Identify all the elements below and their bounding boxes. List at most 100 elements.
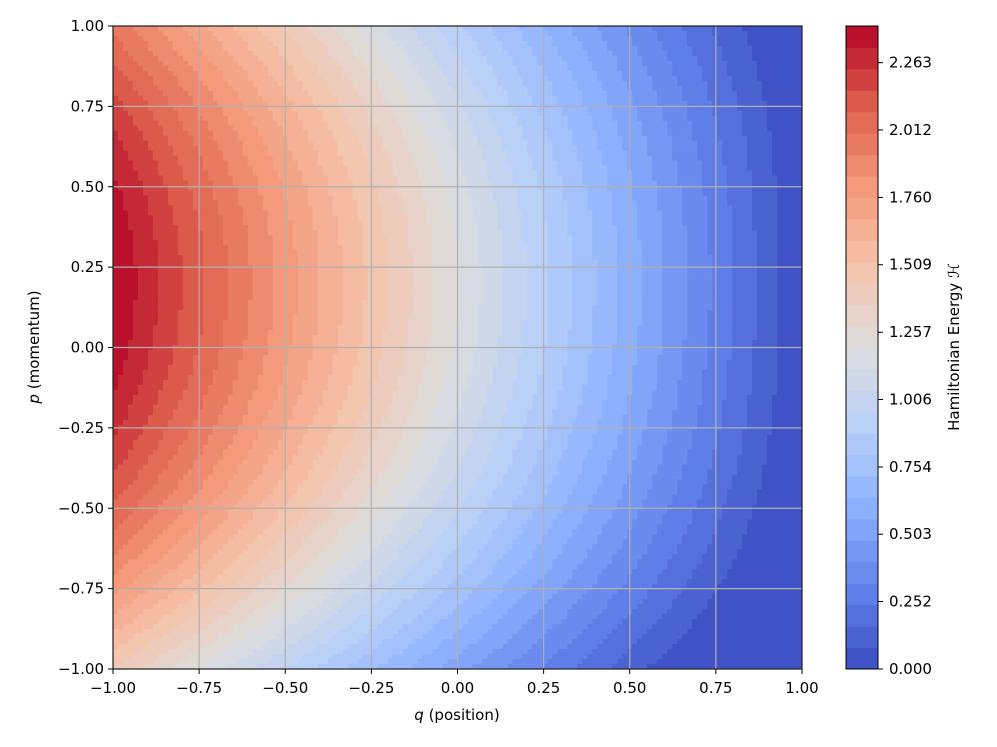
contour-cell [512, 100, 519, 107]
contour-cell [567, 100, 573, 107]
contour-cell [737, 110, 743, 117]
contour-cell [757, 125, 763, 132]
contour-cell [322, 125, 329, 132]
contour-cell [597, 70, 603, 77]
contour-cell [267, 125, 274, 132]
contour-cell [477, 120, 484, 127]
contour-cell [757, 35, 763, 42]
contour-cell [697, 185, 703, 192]
contour-cell [717, 125, 723, 132]
contour-cell [447, 60, 454, 67]
contour-cell [692, 155, 698, 162]
contour-cell [182, 155, 189, 162]
contour-cell [727, 130, 733, 137]
contour-cell [347, 115, 354, 122]
contour-cell [437, 60, 444, 67]
contour-cell [357, 50, 364, 57]
contour-cell [457, 185, 464, 192]
contour-cell [582, 110, 588, 117]
contour-cell [182, 55, 189, 62]
contour-cell [412, 55, 419, 62]
contour-cell [162, 125, 169, 132]
contour-cell [162, 105, 169, 112]
contour-cell [562, 115, 568, 122]
contour-cell [337, 170, 344, 177]
contour-cell [562, 40, 568, 47]
contour-cell [292, 35, 299, 42]
contour-cell [492, 95, 499, 102]
contour-cell [262, 160, 269, 167]
contour-cell [127, 120, 134, 127]
contour-cell [237, 145, 244, 152]
contour-cell [327, 65, 334, 72]
contour-cell [142, 155, 149, 162]
contour-cell [577, 90, 583, 97]
contour-cell [197, 60, 204, 67]
contour-cell [262, 35, 269, 42]
contour-cell [207, 175, 214, 182]
contour-cell [392, 135, 399, 142]
contour-cell [407, 150, 414, 157]
contour-cell [772, 165, 778, 172]
contour-cell [602, 130, 608, 137]
contour-cell [632, 145, 638, 152]
contour-cell [602, 180, 608, 187]
contour-cell [157, 85, 164, 92]
contour-cell [472, 120, 479, 127]
contour-cell [297, 185, 304, 192]
contour-cell [577, 95, 583, 102]
contour-cell [452, 50, 459, 57]
contour-cell [172, 95, 179, 102]
contour-cell [407, 50, 414, 57]
contour-cell [682, 90, 688, 97]
contour-cell [262, 95, 269, 102]
contour-cell [167, 190, 174, 197]
contour-cell [162, 135, 169, 142]
contour-cell [777, 190, 783, 197]
contour-cell [462, 185, 469, 192]
contour-cell [577, 145, 583, 152]
contour-cell [387, 45, 394, 52]
contour-cell [762, 185, 768, 192]
contour-cell [357, 105, 364, 112]
contour-cell [192, 175, 199, 182]
contour-cell [232, 105, 239, 112]
contour-cell [342, 125, 349, 132]
contour-cell [237, 190, 244, 197]
contour-cell [457, 125, 464, 132]
contour-cell [562, 120, 568, 127]
contour-cell [557, 50, 563, 57]
contour-cell [437, 110, 444, 117]
contour-cell [352, 45, 359, 52]
contour-cell [302, 160, 309, 167]
contour-cell [622, 26, 628, 32]
contour-cell [442, 100, 449, 107]
contour-cell [537, 125, 543, 132]
contour-cell [482, 175, 489, 182]
contour-cell [312, 155, 319, 162]
contour-cell [702, 65, 708, 72]
contour-cell [372, 105, 379, 112]
contour-cell [552, 140, 558, 147]
contour-cell [242, 155, 249, 162]
contour-cell [407, 135, 414, 142]
contour-cell [502, 195, 509, 202]
contour-cell [652, 165, 658, 172]
contour-cell [677, 85, 683, 92]
contour-cell [547, 50, 553, 57]
contour-cell [597, 200, 603, 207]
contour-cell [347, 145, 354, 152]
contour-cell [742, 110, 748, 117]
contour-cell [437, 165, 444, 172]
contour-cell [542, 180, 548, 187]
contour-cell [437, 150, 444, 157]
contour-cell [147, 55, 154, 62]
contour-cell [182, 35, 189, 42]
contour-cell [122, 190, 129, 197]
contour-cell [642, 190, 648, 197]
contour-cell [762, 175, 768, 182]
contour-cell [432, 50, 439, 57]
contour-cell [162, 95, 169, 102]
contour-cell [202, 170, 209, 177]
contour-cell [387, 65, 394, 72]
